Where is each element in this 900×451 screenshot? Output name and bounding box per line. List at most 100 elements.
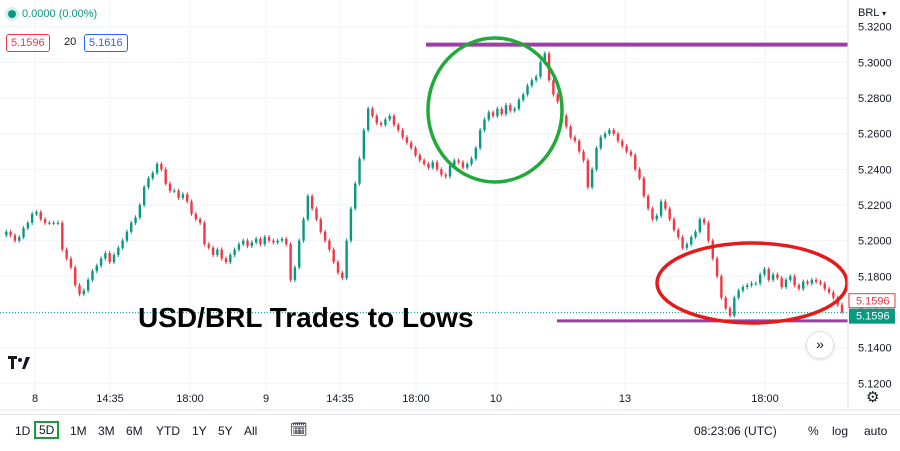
candle-body (616, 133, 620, 141)
candle-body (586, 160, 590, 188)
candle-body (298, 240, 301, 268)
candle-body (95, 265, 98, 271)
timeframe-6m[interactable]: 6M (126, 424, 143, 438)
candle-body (599, 137, 602, 148)
candle-body (776, 274, 779, 279)
candle-body (509, 105, 512, 111)
candle-body (651, 208, 654, 220)
candle-body (272, 240, 275, 243)
candle-body (26, 222, 30, 229)
candle-body (806, 281, 809, 284)
candle-body (173, 190, 176, 192)
candle-body (677, 229, 680, 238)
candle-body (405, 137, 409, 143)
timeframe-3m[interactable]: 3M (98, 424, 115, 438)
candle-body (642, 178, 646, 197)
candle-body (349, 208, 353, 241)
candle-body (379, 123, 383, 125)
candle-body (802, 281, 805, 289)
timeframe-5d[interactable]: 5D (34, 421, 60, 439)
candle-body (659, 201, 663, 216)
candle-body (160, 164, 163, 170)
candle-body (746, 285, 749, 287)
time-tick-label: 10 (490, 393, 502, 405)
scroll-to-realtime-button[interactable]: » (806, 331, 834, 359)
candle-body (435, 162, 439, 170)
candle-body (388, 115, 391, 120)
candle-body (569, 126, 572, 138)
candle-body (125, 231, 129, 241)
candle-body (155, 164, 159, 173)
candle-body (306, 196, 310, 220)
highlight-ellipse-red[interactable] (655, 241, 849, 325)
auto-scale-button[interactable]: auto (864, 424, 888, 438)
gear-icon[interactable]: ⚙ (866, 389, 880, 406)
candle-body (763, 269, 766, 275)
currency-dropdown[interactable]: BRL ▾ (858, 7, 886, 19)
candle-body (771, 274, 775, 280)
candle-body (280, 238, 284, 241)
price-tick-label: 5.2800 (858, 93, 892, 105)
candle-body (741, 287, 745, 291)
candle-body (522, 94, 525, 100)
candle-body (18, 237, 21, 241)
time-tick-label: 13 (619, 393, 631, 405)
candle-body (797, 285, 801, 289)
candle-body (341, 272, 344, 279)
candle-body (823, 283, 826, 289)
candle-body (750, 283, 753, 286)
highlight-ellipse-green[interactable] (426, 36, 564, 184)
candle-body (646, 196, 650, 209)
candle-body (573, 137, 577, 141)
candle-body (483, 119, 486, 131)
candle-body (840, 304, 844, 312)
candle-body (147, 178, 150, 188)
timeframe-ytd[interactable]: YTD (156, 424, 180, 438)
price-labels: 5.1596 5.1596 (848, 293, 896, 324)
candle-body (207, 244, 210, 248)
time-tick-label: 8 (32, 393, 38, 405)
candle-body (164, 169, 167, 184)
candle-body (56, 222, 60, 224)
candle-body (827, 288, 831, 293)
date-range-icon[interactable]: 🗓︎ (290, 421, 308, 437)
buy-price-button[interactable]: 5.1616 (84, 34, 128, 52)
symbol-change: 0.0000 (0.00%) (8, 8, 97, 20)
candle-body (789, 276, 792, 280)
candle-body (211, 247, 215, 255)
grid-layer (0, 0, 848, 410)
log-scale-button[interactable]: log (832, 424, 849, 438)
candle-body (397, 124, 400, 131)
clock-time[interactable]: 08:23:06 (UTC) (694, 424, 777, 438)
candle-body (634, 155, 637, 170)
candle-body (61, 222, 64, 250)
candle-body (151, 172, 154, 179)
candle-body (310, 196, 314, 209)
candle-body (392, 115, 396, 125)
candle-body (302, 219, 305, 241)
candle-body (698, 219, 702, 232)
candle-body (578, 140, 581, 152)
candle-body (681, 237, 684, 248)
timeframe-all[interactable]: All (244, 424, 258, 438)
market-status-icon (8, 10, 16, 18)
sell-price-button[interactable]: 5.1596 (6, 34, 50, 52)
price-tick-label: 5.1200 (858, 378, 892, 390)
candle-body (250, 242, 254, 246)
timeframe-5y[interactable]: 5Y (218, 424, 233, 438)
timeframe-1m[interactable]: 1M (70, 424, 87, 438)
candle-body (780, 278, 783, 287)
candle-body (104, 253, 107, 259)
timeframe-1d[interactable]: 1D (15, 424, 31, 438)
candle-body (401, 130, 404, 138)
candle-body (168, 183, 172, 191)
candle-body (224, 258, 228, 263)
candle-body (108, 253, 111, 263)
timeframe-1y[interactable]: 1Y (192, 424, 207, 438)
candle-body (690, 237, 693, 245)
percent-scale-button[interactable]: % (808, 424, 819, 438)
candle-body (220, 249, 223, 259)
candle-body (608, 130, 611, 134)
